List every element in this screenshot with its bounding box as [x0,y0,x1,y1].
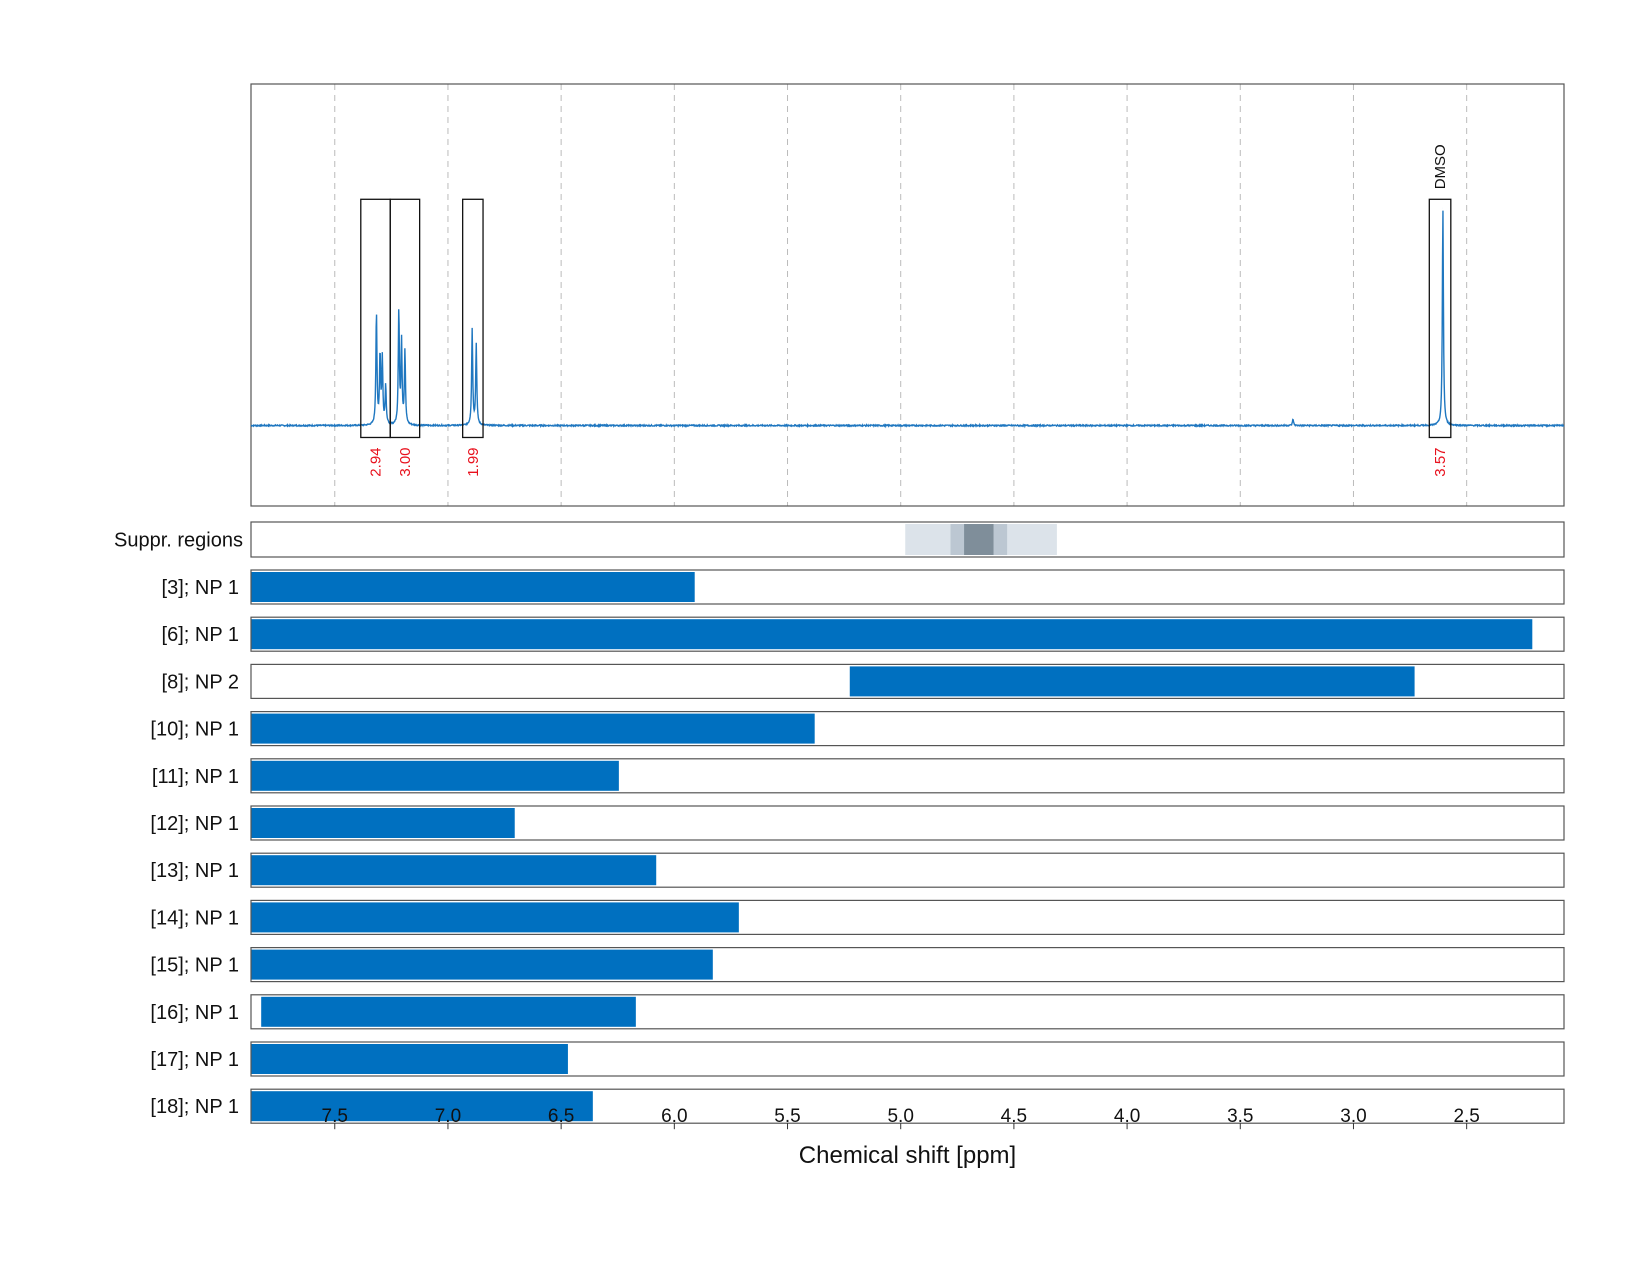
range-row-label: [16]; NP 1 [150,1002,239,1024]
range-bar [251,855,657,886]
range-row-frame [250,852,1565,888]
range-row-frame [250,1041,1565,1077]
integral-value-label: 3.00 [397,447,414,476]
suppressed-regions-panel: Suppr. regions [114,521,1565,558]
range-row: [15]; NP 1 [150,946,1565,983]
x-tick-label: 7.5 [322,1106,348,1127]
range-row: [8]; NP 2 [162,663,1565,700]
peak-annotation-label: DMSO [1432,144,1449,189]
range-row: [13]; NP 1 [150,852,1565,888]
integration-box [1428,198,1452,439]
x-tick-label: 6.5 [548,1106,574,1127]
gridlines [334,84,1468,506]
suppr-frame [250,521,1565,558]
range-bar [251,1044,568,1074]
range-row-frame [250,663,1565,700]
range-row-label: [13]; NP 1 [150,860,239,882]
range-row: [10]; NP 1 [150,710,1565,747]
range-bar [251,949,713,980]
range-row: [3]; NP 1 [162,569,1565,605]
spectrum-panel: 2.94 3.00 1.99 3.57 DMSO [250,83,1565,507]
range-row-frame [250,899,1565,936]
suppr-regions-label: Suppr. regions [114,530,243,552]
suppressed-band [964,524,994,555]
integral-value-label: 1.99 [465,447,482,476]
range-row-label: [3]; NP 1 [162,577,239,599]
range-row: [12]; NP 1 [150,805,1565,841]
range-row-label: [18]; NP 1 [150,1096,239,1118]
range-row-label: [17]; NP 1 [150,1049,239,1071]
x-tick-label: 3.5 [1227,1106,1253,1127]
range-bar [849,666,1415,697]
range-row: [16]; NP 1 [150,994,1565,1030]
range-row: [18]; NP 1 [150,1088,1565,1124]
range-bar [251,572,695,602]
range-row-label: [15]; NP 1 [150,955,239,977]
range-row-frame [250,616,1565,652]
range-row-label: [14]; NP 1 [150,907,239,929]
range-rows: [3]; NP 1 [6]; NP 1 [8]; NP 2 [10]; NP 1 [11… [150,569,1565,1124]
range-row-label: [6]; NP 1 [162,624,239,646]
integral-value-label: 2.94 [368,447,385,476]
range-bar [251,619,1533,650]
range-row-label: [8]; NP 2 [162,671,239,693]
range-bar [251,713,815,744]
range-row: [6]; NP 1 [162,616,1565,652]
range-bar [251,1091,593,1122]
x-tick-label: 3.0 [1340,1106,1366,1127]
range-row: [17]; NP 1 [150,1041,1565,1077]
range-row: [11]; NP 1 [152,758,1565,794]
x-tick-label: 4.5 [1001,1106,1027,1127]
range-row-label: [10]; NP 1 [150,719,239,741]
x-axis: Chemical shift [ppm] 7.5 7.0 6.5 6.0 5.5 5.0 4… [322,1106,1480,1169]
range-bar [251,760,619,791]
range-bar [251,902,739,933]
x-tick-label: 6.0 [661,1106,687,1127]
range-row: [14]; NP 1 [150,899,1565,936]
range-row-frame [250,994,1565,1030]
range-bar [261,996,636,1027]
integral-value-label: 3.57 [1432,447,1449,476]
spectrum-frame [250,83,1565,507]
x-tick-label: 7.0 [435,1106,461,1127]
range-row-label: [12]; NP 1 [150,813,239,835]
spectrum-line [250,210,1565,429]
range-row-frame [250,805,1565,841]
range-row-frame [250,569,1565,605]
range-bar [251,808,515,838]
x-tick-label: 2.5 [1453,1106,1479,1127]
range-row-frame [250,710,1565,747]
range-row-label: [11]; NP 1 [152,766,239,788]
x-tick-label: 5.5 [774,1106,800,1127]
x-axis-title: Chemical shift [ppm] [799,1142,1016,1169]
range-row-frame [250,1088,1565,1124]
x-tick-label: 4.0 [1114,1106,1140,1127]
range-row-frame [250,946,1565,983]
integration-box [462,198,484,439]
integration-box [389,198,421,439]
x-tick-label: 5.0 [887,1106,913,1127]
range-row-frame [250,758,1565,794]
